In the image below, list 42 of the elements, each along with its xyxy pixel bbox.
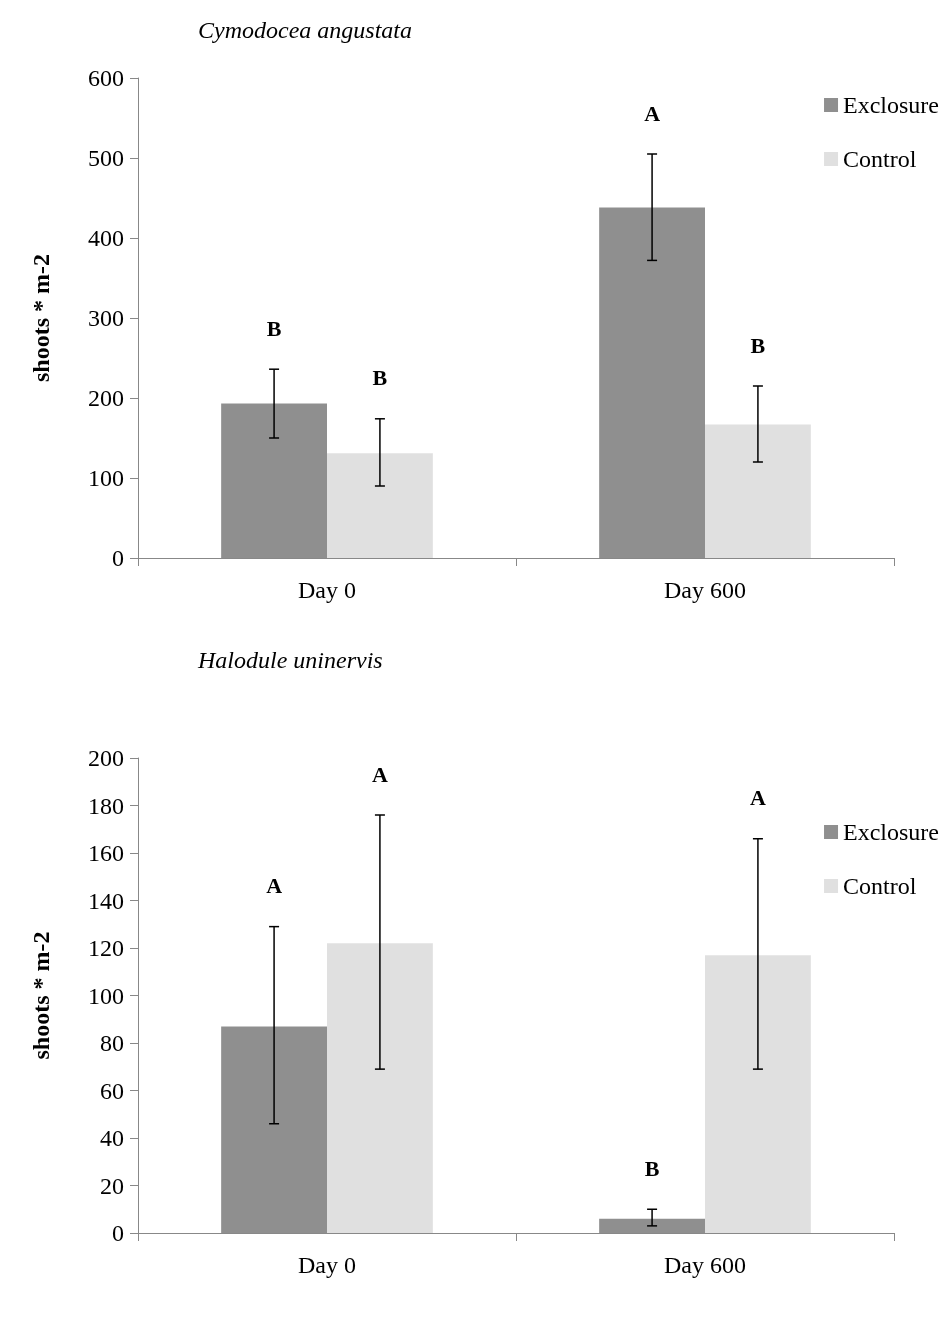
x-tick-label: Day 0 — [298, 1252, 356, 1278]
x-tick-label: Day 600 — [664, 1252, 746, 1278]
annotation: B — [372, 365, 388, 391]
y-axis-title: shoots * m-2 — [28, 931, 54, 1060]
y-tick-label: 120 — [88, 935, 124, 961]
annotation: B — [644, 1155, 660, 1181]
y-tick-label: 160 — [88, 840, 124, 866]
y-tick-label: 0 — [112, 1220, 124, 1246]
y-tick-label: 0 — [112, 545, 124, 571]
y-tick-label: 40 — [100, 1125, 124, 1151]
annotation: A — [644, 100, 661, 126]
bar — [705, 955, 811, 1233]
y-tick-label: 600 — [88, 65, 124, 91]
y-tick-label: 500 — [88, 145, 124, 171]
annotation: B — [750, 332, 766, 358]
y-tick-label: 200 — [88, 745, 124, 771]
x-tick-label: Day 600 — [664, 577, 746, 603]
y-tick-label: 100 — [88, 982, 124, 1009]
legend-label: Control — [843, 146, 917, 172]
chart-title: Halodule uninervis — [197, 647, 383, 673]
chart-title: Cymodocea angustata — [198, 17, 412, 43]
bar — [705, 424, 811, 558]
y-tick-label: 400 — [88, 225, 124, 251]
annotation: A — [749, 785, 766, 811]
annotation: A — [266, 873, 283, 899]
y-tick-label: 20 — [100, 1172, 124, 1199]
annotation: B — [266, 315, 282, 341]
y-tick-label: 100 — [88, 465, 124, 491]
y-tick-label: 80 — [100, 1030, 124, 1056]
y-tick-label: 200 — [88, 385, 124, 411]
annotation: A — [371, 761, 388, 787]
legend-label: Control — [843, 873, 917, 899]
y-tick-label: 140 — [88, 887, 124, 914]
y-tick-label: 300 — [88, 305, 124, 331]
legend-label: Exclosure — [843, 819, 939, 845]
y-tick-label: 60 — [100, 1077, 124, 1104]
legend-label: Exclosure — [843, 92, 939, 118]
y-tick-label: 180 — [88, 792, 124, 819]
y-axis-title: shoots * m-2 — [28, 253, 54, 383]
x-tick-label: Day 0 — [298, 577, 356, 603]
bar — [327, 943, 433, 1233]
bar — [327, 453, 433, 558]
